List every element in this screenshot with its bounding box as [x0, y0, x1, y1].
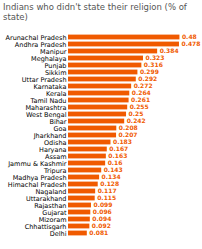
svg-text:Mizoram: Mizoram [38, 215, 67, 224]
svg-text:Madhya Pradesh: Madhya Pradesh [12, 173, 67, 182]
svg-text:0.128: 0.128 [100, 180, 119, 187]
svg-text:0.163: 0.163 [108, 152, 127, 159]
svg-text:0.384: 0.384 [160, 47, 179, 54]
svg-text:0.261: 0.261 [131, 96, 150, 103]
svg-text:Gujarat: Gujarat [42, 208, 67, 217]
svg-text:Jammu & Kashmir: Jammu & Kashmir [8, 159, 67, 168]
svg-text:Jharkhand: Jharkhand [33, 131, 67, 140]
svg-text:Punjab: Punjab [44, 61, 67, 70]
svg-text:West Bengal: West Bengal [26, 110, 67, 119]
svg-text:0.48: 0.48 [182, 33, 197, 40]
svg-text:Uttar Pradesh: Uttar Pradesh [21, 75, 67, 84]
svg-text:Kerala: Kerala [46, 89, 67, 98]
svg-text:0.255: 0.255 [130, 103, 149, 110]
svg-text:Rajasthan: Rajasthan [34, 201, 67, 210]
svg-text:0.292: 0.292 [138, 75, 157, 82]
svg-text:0.316: 0.316 [144, 61, 163, 68]
svg-text:0.25: 0.25 [129, 110, 144, 117]
svg-text:Odisha: Odisha [44, 138, 67, 147]
html-text:Indians who didn't state their: Indians who didn't state their religion … [3, 2, 187, 22]
svg-text:Bihar: Bihar [49, 117, 67, 126]
svg-text:0.167: 0.167 [109, 145, 128, 152]
svg-text:Meghalaya: Meghalaya [31, 54, 67, 63]
svg-text:Arunachal Pradesh: Arunachal Pradesh [5, 33, 67, 42]
svg-text:0.242: 0.242 [127, 117, 146, 124]
svg-text:0.299: 0.299 [140, 68, 159, 75]
svg-text:0.094: 0.094 [92, 215, 111, 222]
svg-text:Himachal Pradesh: Himachal Pradesh [7, 180, 67, 189]
svg-text:Haryana: Haryana [39, 145, 67, 154]
svg-text:Tripura: Tripura [44, 166, 67, 175]
svg-text:0.143: 0.143 [104, 166, 123, 173]
svg-text:Goa: Goa [53, 124, 67, 133]
svg-text:0.16: 0.16 [108, 159, 123, 166]
svg-text:0.096: 0.096 [93, 208, 112, 215]
svg-text:Assam: Assam [45, 152, 67, 161]
svg-text:0.207: 0.207 [119, 131, 138, 138]
svg-text:Karnataka: Karnataka [33, 82, 67, 91]
svg-text:0.478: 0.478 [181, 40, 200, 47]
svg-text:Chhattisgarh: Chhattisgarh [24, 222, 67, 231]
svg-text:Delhi: Delhi [50, 230, 67, 238]
svg-text:0.099: 0.099 [93, 201, 112, 208]
svg-text:Maharashtra: Maharashtra [25, 103, 67, 112]
svg-text:0.134: 0.134 [102, 173, 121, 180]
svg-text:0.081: 0.081 [89, 229, 108, 236]
svg-text:Manipur: Manipur [40, 47, 67, 56]
svg-text:Andhra Pradesh: Andhra Pradesh [14, 40, 67, 49]
svg-text:0.264: 0.264 [132, 89, 151, 96]
svg-text:0.183: 0.183 [113, 138, 132, 145]
svg-text:Nagaland: Nagaland [35, 187, 67, 196]
svg-text:0.115: 0.115 [97, 194, 116, 201]
svg-text:0.323: 0.323 [145, 54, 164, 61]
svg-text:Tamil Nadu: Tamil Nadu [30, 96, 67, 105]
svg-text:0.208: 0.208 [119, 124, 138, 131]
svg-text:0.272: 0.272 [134, 82, 153, 89]
svg-text:Sikkim: Sikkim [44, 68, 67, 77]
svg-text:0.092: 0.092 [92, 222, 111, 229]
svg-text:0.117: 0.117 [98, 187, 117, 194]
svg-text:Uttarakhand: Uttarakhand [25, 194, 67, 203]
